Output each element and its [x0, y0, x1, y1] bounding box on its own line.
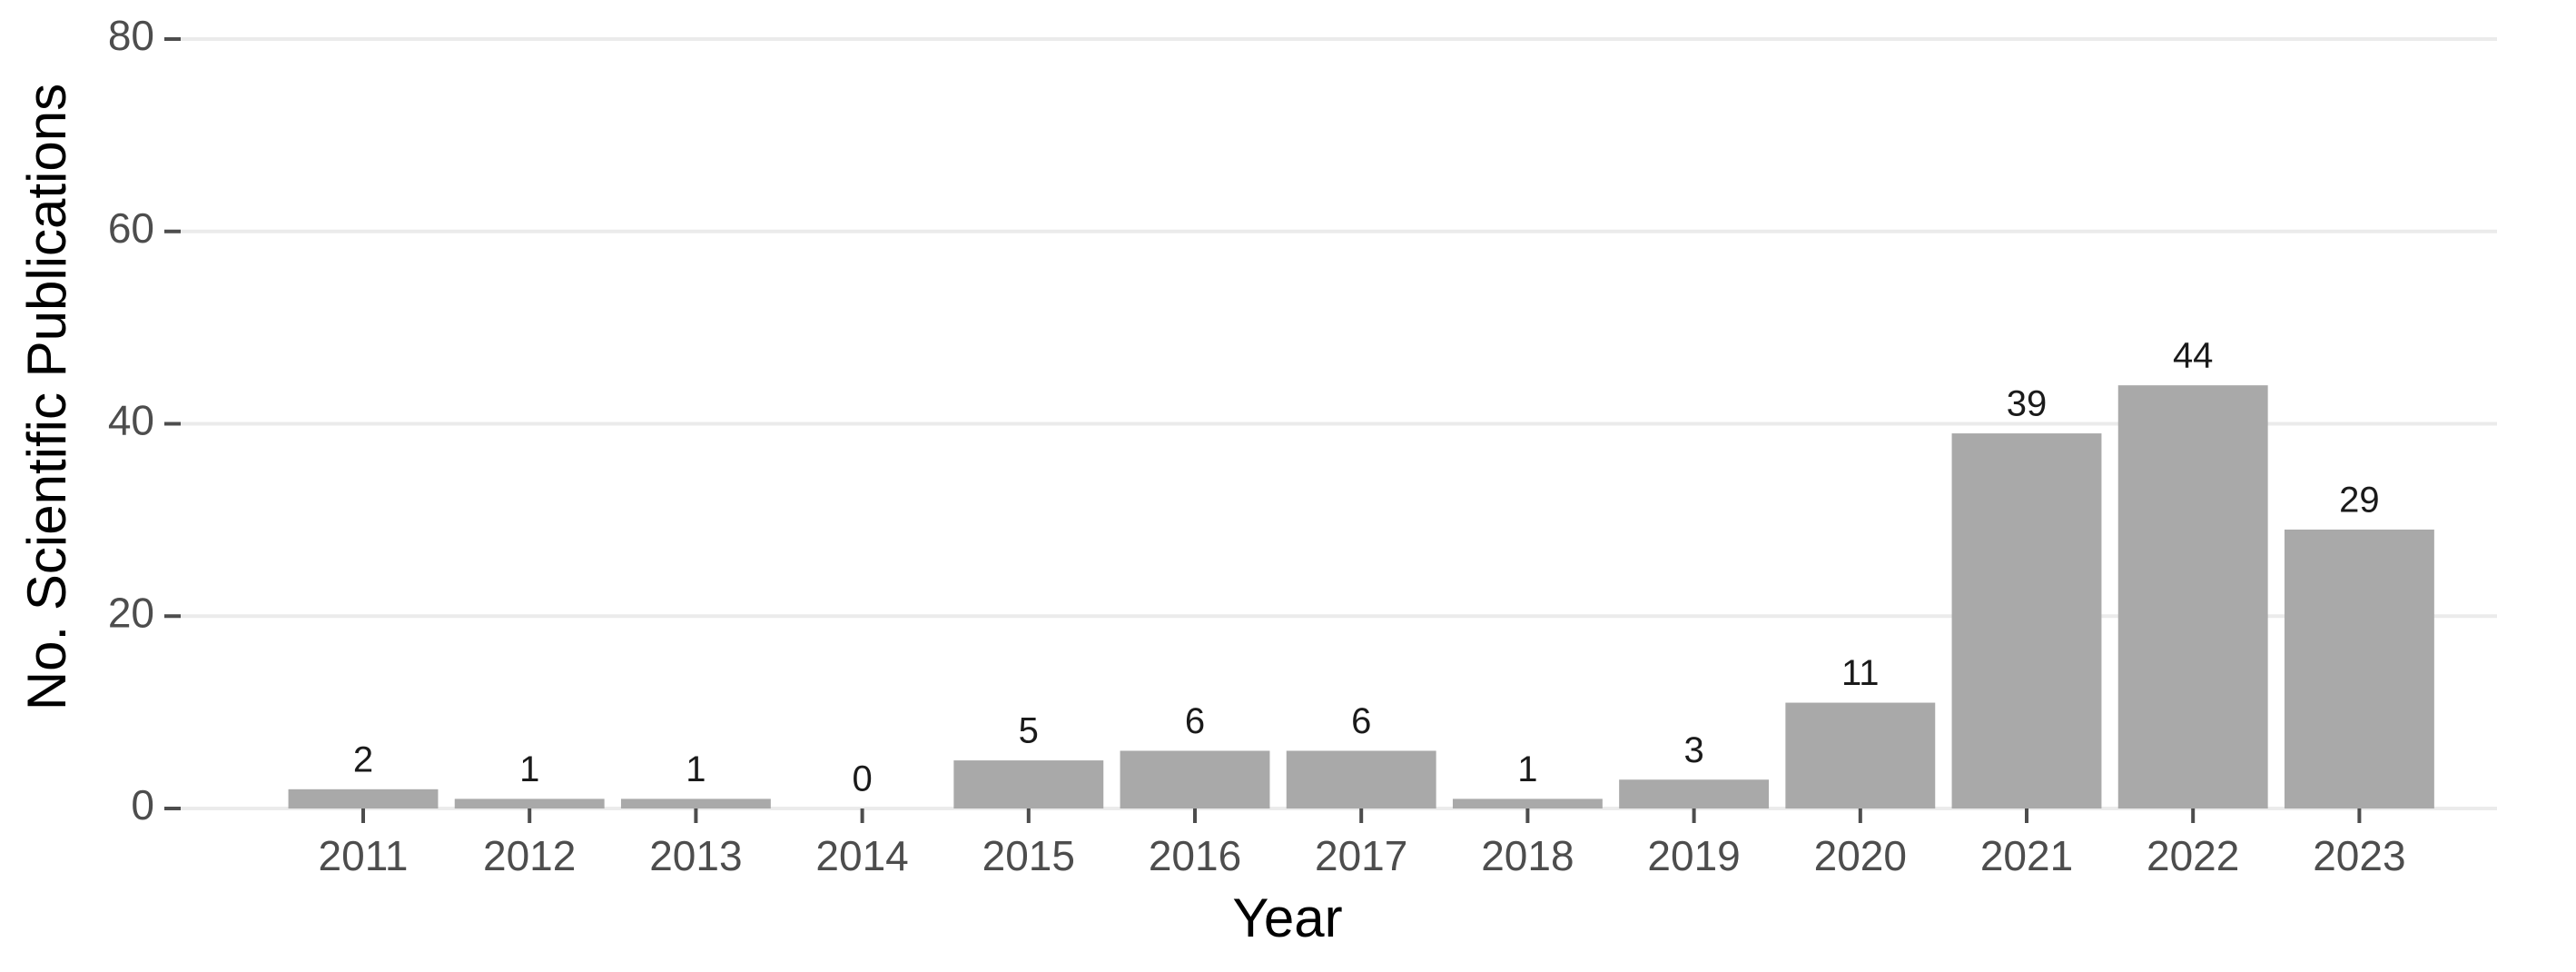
- bar: [454, 798, 605, 808]
- x-tick-label: 2012: [483, 832, 576, 879]
- bar: [1619, 779, 1770, 808]
- data-label: 1: [1517, 749, 1537, 789]
- data-label: 6: [1185, 701, 1205, 741]
- data-label: 5: [1019, 711, 1039, 751]
- x-tick-label: 2014: [815, 832, 908, 879]
- data-label: 1: [519, 749, 539, 789]
- x-tick-label: 2017: [1315, 832, 1407, 879]
- x-axis-title: Year: [1232, 888, 1342, 948]
- y-tick-label: 20: [108, 589, 154, 636]
- x-tick-label: 2019: [1647, 832, 1740, 879]
- bar: [2117, 385, 2268, 808]
- x-tick-label: 2022: [2147, 832, 2239, 879]
- x-tick-label: 2015: [982, 832, 1075, 879]
- data-label: 44: [2173, 336, 2214, 376]
- bar: [953, 760, 1104, 808]
- x-tick-label: 2018: [1481, 832, 1574, 879]
- data-label: 1: [686, 749, 706, 789]
- x-tick-label: 2011: [319, 832, 409, 879]
- y-tick-label: 60: [108, 204, 154, 252]
- bar: [1120, 750, 1270, 808]
- bar: [288, 789, 439, 808]
- x-tick-label: 2016: [1149, 832, 1241, 879]
- y-tick-label: 80: [108, 12, 154, 59]
- bar: [620, 798, 771, 808]
- x-tick-label: 2021: [1980, 832, 2073, 879]
- y-tick-label: 40: [108, 397, 154, 444]
- bar: [1785, 702, 1936, 808]
- bar: [1452, 798, 1603, 808]
- data-label: 11: [1841, 653, 1880, 693]
- y-axis-title: No. Scientific Publications: [16, 84, 77, 710]
- bar: [2284, 529, 2434, 808]
- data-label: 6: [1351, 701, 1371, 741]
- bar: [1951, 433, 2102, 808]
- bar: [1286, 750, 1436, 808]
- x-tick-label: 2023: [2313, 832, 2405, 879]
- data-label: 29: [2339, 481, 2380, 521]
- data-label: 0: [852, 759, 872, 799]
- y-tick-label: 0: [131, 781, 154, 828]
- data-label: 2: [353, 739, 373, 779]
- x-tick-label: 2013: [649, 832, 742, 879]
- x-tick-label: 2020: [1814, 832, 1907, 879]
- data-label: 39: [2007, 384, 2048, 424]
- data-label: 3: [1683, 730, 1703, 770]
